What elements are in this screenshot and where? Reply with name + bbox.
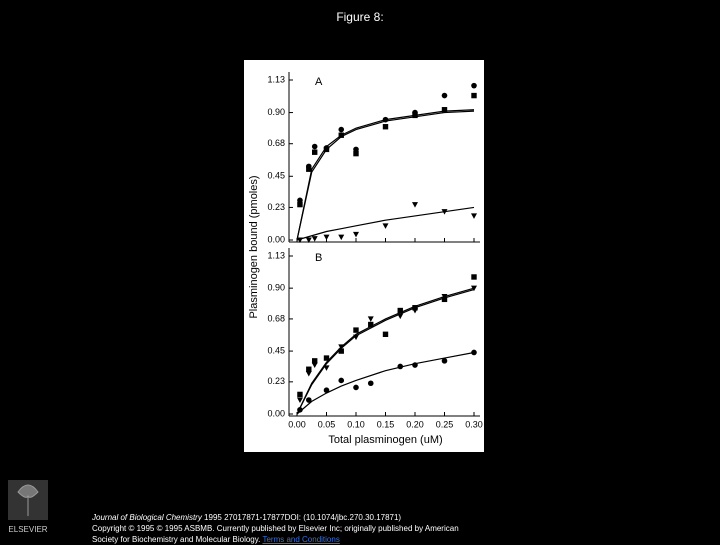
y-tick-label: 0.45 [267, 345, 285, 355]
x-tick-label: 0.15 [377, 419, 395, 429]
y-tick-label: 1.13 [267, 74, 285, 84]
point [382, 116, 389, 123]
point [312, 149, 318, 155]
x-axis-label: Total plasminogen (uM) [328, 434, 442, 446]
point [297, 391, 303, 398]
point [306, 397, 312, 403]
point [323, 234, 330, 241]
x-tick-label: 0.30 [465, 419, 483, 429]
point [312, 358, 318, 364]
citation-line: Journal of Biological Chemistry 1995 270… [92, 512, 459, 523]
y-tick-label: 0.00 [267, 234, 285, 244]
point [338, 348, 344, 354]
point [471, 285, 477, 292]
x-tick-label: 0.05 [318, 419, 336, 429]
panel-label: A [315, 76, 323, 88]
point [441, 209, 448, 215]
point [441, 92, 448, 99]
fit-curve [296, 110, 475, 241]
y-tick-label: 0.23 [267, 202, 285, 212]
point [353, 146, 359, 153]
point [338, 132, 344, 138]
fit-curve [296, 287, 475, 415]
point [412, 308, 418, 314]
slide-title: Figure 8: [336, 10, 383, 24]
point [338, 126, 345, 133]
point [338, 344, 345, 350]
x-tick-label: 0.10 [347, 419, 365, 429]
point [397, 363, 404, 370]
point [323, 146, 330, 153]
point [305, 237, 312, 243]
point [353, 231, 359, 238]
point [353, 334, 359, 341]
point [311, 236, 318, 242]
y-tick-label: 0.68 [267, 138, 285, 148]
fit-curve [296, 351, 475, 415]
point [306, 366, 312, 372]
point [441, 107, 448, 113]
y-tick-label: 0.45 [267, 171, 285, 181]
point [412, 202, 418, 208]
point [306, 166, 312, 172]
point [441, 358, 448, 364]
point [412, 112, 418, 119]
point [471, 349, 477, 356]
point [441, 294, 448, 300]
y-axis-label: Plasminogen bound (pmoles) [248, 175, 260, 318]
y-tick-label: 0.90 [267, 107, 285, 117]
point [471, 274, 477, 280]
logo-tree [8, 480, 48, 520]
point [305, 370, 312, 377]
point [353, 384, 359, 391]
y-tick-label: 1.13 [267, 250, 285, 260]
y-tick-label: 0.00 [267, 408, 285, 418]
footer: Journal of Biological Chemistry 1995 270… [92, 512, 459, 545]
point [471, 92, 477, 99]
point [367, 316, 374, 322]
point [296, 397, 303, 404]
journal: Journal of Biological Chemistry [92, 513, 202, 522]
point [367, 380, 374, 387]
point [397, 313, 404, 320]
copyright: Copyright © 1995 © 1995 ASBMB. Currently… [92, 524, 459, 533]
point [297, 201, 303, 208]
panel-label: B [315, 252, 322, 264]
point [297, 197, 303, 204]
point [412, 362, 418, 368]
y-tick-label: 0.23 [267, 376, 285, 386]
point [338, 377, 345, 384]
point [296, 237, 303, 243]
point [368, 321, 374, 328]
point [297, 407, 303, 413]
fit-curve [296, 206, 475, 241]
y-tick-label: 0.90 [267, 283, 285, 293]
point [323, 355, 330, 361]
point [353, 327, 359, 333]
logo-text: ELSEVIER [8, 525, 47, 534]
x-tick-label: 0.00 [288, 419, 306, 429]
point [311, 362, 318, 369]
point [323, 387, 330, 394]
point [471, 82, 477, 89]
x-tick-label: 0.25 [436, 419, 454, 429]
point [382, 223, 389, 229]
point [338, 234, 345, 241]
point [382, 331, 389, 338]
point [471, 213, 477, 219]
y-tick-label: 0.68 [267, 313, 285, 323]
point [311, 143, 318, 150]
point [323, 365, 330, 371]
point [353, 150, 359, 157]
point [382, 124, 389, 130]
citation: 1995 27017871-17877DOI: (10.1074/jbc.270… [201, 513, 402, 522]
point [412, 305, 418, 311]
x-tick-label: 0.20 [406, 419, 424, 429]
fit-curve [296, 109, 475, 241]
point [397, 307, 403, 314]
